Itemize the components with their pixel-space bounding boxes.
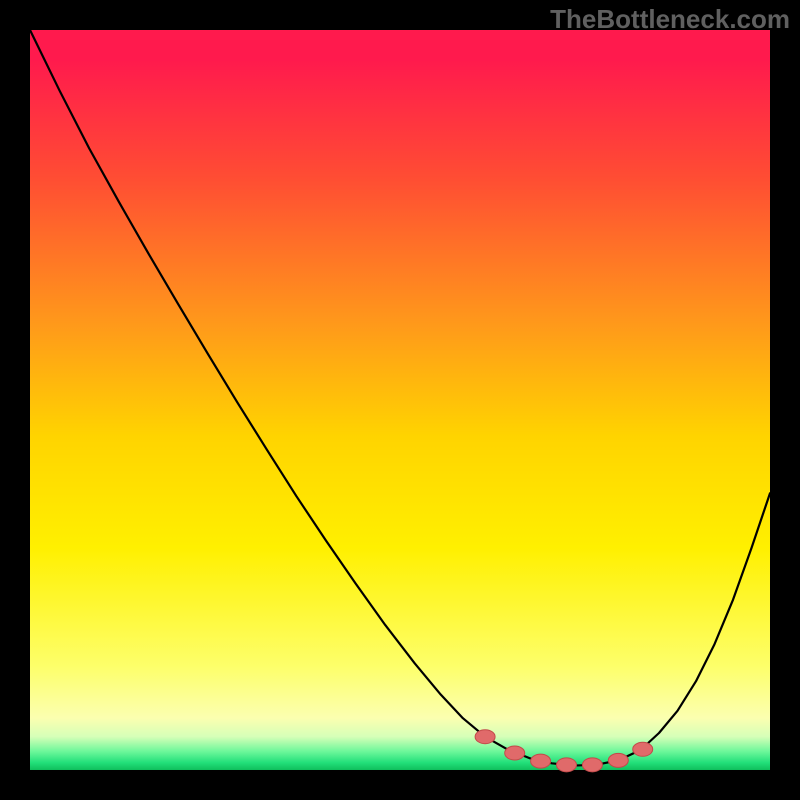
- optimal-marker: [505, 746, 525, 760]
- optimal-marker: [633, 742, 653, 756]
- optimal-marker: [531, 754, 551, 768]
- optimal-marker: [475, 730, 495, 744]
- watermark-label: TheBottleneck.com: [550, 4, 790, 35]
- chart-gradient-background: [30, 30, 770, 770]
- optimal-marker: [557, 758, 577, 772]
- bottleneck-chart: [0, 0, 800, 800]
- optimal-marker: [582, 758, 602, 772]
- optimal-marker: [608, 753, 628, 767]
